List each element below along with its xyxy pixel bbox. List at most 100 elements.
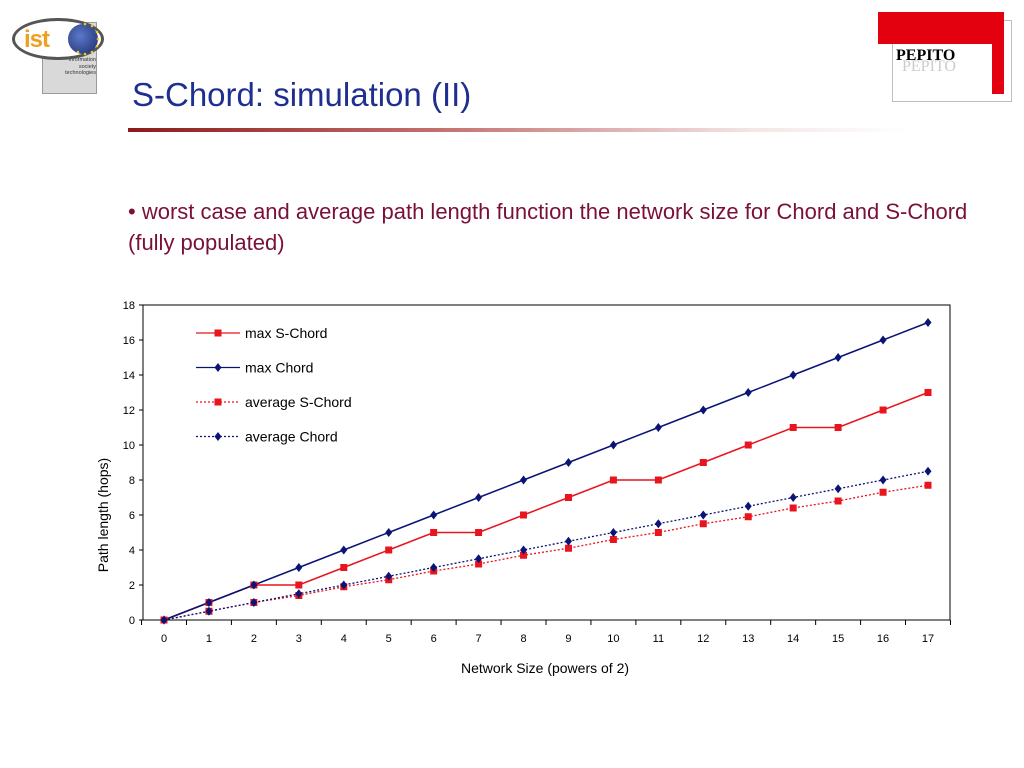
data-point-0 [295,581,303,589]
data-point-3 [160,615,168,625]
data-point-0 [924,389,932,396]
data-point-0 [654,476,662,484]
x-tick-label: 14 [787,633,799,645]
y-tick-label: 18 [123,300,135,312]
data-point-3 [250,598,258,607]
x-tick-label: 12 [697,633,709,645]
data-point-2 [520,551,528,559]
ist-logo-caption: information society technologies [65,57,96,76]
x-tick-label: 11 [653,633,664,645]
legend-label-3: average Chord [245,429,338,445]
pepito-logo-panel [894,46,990,82]
y-tick-label: 2 [129,580,135,592]
data-point-1 [654,423,662,432]
data-point-0 [789,424,797,431]
data-point-3 [699,510,707,520]
legend-marker-1 [214,363,222,372]
data-point-3 [924,466,932,476]
pepito-logo-shadow-text: PEPITO [902,58,956,75]
data-point-1 [834,353,842,362]
data-point-1 [205,598,213,607]
data-point-1 [564,458,572,467]
slide-title: S-Chord: simulation (II) [132,76,472,113]
data-point-2 [654,529,662,536]
legend-marker-3 [214,432,222,441]
globe-icon [68,24,98,54]
data-point-3 [744,501,752,511]
legend-marker-0 [214,329,222,337]
data-point-1 [744,388,752,397]
data-point-1 [879,335,887,345]
x-tick-label: 3 [296,633,302,645]
series-line-2 [163,484,929,621]
x-tick-label: 4 [341,633,347,645]
data-point-3 [564,536,572,546]
x-tick-label: 8 [520,633,526,645]
data-point-3 [834,484,842,494]
data-point-2 [699,520,707,528]
data-point-1 [520,475,528,485]
plot-area [142,304,951,621]
data-point-0 [385,546,393,554]
y-tick-label: 4 [129,545,135,557]
data-point-3 [295,589,303,599]
data-point-1 [699,405,707,415]
x-tick-label: 13 [742,633,754,645]
data-point-0 [564,494,572,501]
series-line-3 [163,470,929,621]
x-tick-label: 16 [877,633,889,645]
x-tick-label: 9 [565,633,571,645]
data-point-0 [340,564,348,571]
legend-label-2: average S-Chord [245,394,352,410]
data-point-3 [430,563,438,572]
x-tick-label: 6 [431,633,437,645]
legend-label-0: max S-Chord [245,325,327,341]
bullet-text: • worst case and average path length fun… [128,199,968,255]
data-point-2 [924,481,932,489]
y-tick-label: 10 [123,440,135,452]
data-point-3 [205,606,213,616]
data-point-3 [520,545,528,555]
stars-icon [76,22,100,56]
series-line-1 [163,321,929,621]
data-point-2 [744,513,752,521]
pepito-logo-red-side [992,12,1004,94]
y-tick-label: 12 [123,405,135,417]
data-point-1 [295,563,303,572]
y-tick-label: 6 [129,510,135,522]
ist-logo: information society technologies ist [12,12,107,94]
data-point-2 [834,497,842,505]
data-point-2 [879,488,887,496]
data-point-0 [520,511,528,519]
x-tick-label: 2 [251,633,257,645]
data-point-3 [789,493,797,502]
ist-logo-word: ist [24,26,50,53]
y-tick-label: 8 [129,475,135,487]
data-point-3 [654,519,662,529]
data-point-1 [924,318,932,327]
pepito-logo-text: PEPITO [896,47,956,64]
y-tick-label: 16 [123,335,135,347]
data-point-2 [564,544,572,552]
x-tick-label: 15 [832,633,844,645]
data-point-1 [475,493,483,502]
data-point-1 [250,580,258,590]
data-point-0 [834,424,842,431]
data-point-2 [609,536,617,543]
data-point-3 [609,528,617,537]
pepito-logo-red-bar [878,12,1004,44]
x-tick-label: 10 [607,633,619,645]
data-point-2 [475,560,483,568]
legend-marker-2 [214,398,222,406]
data-point-1 [385,528,393,537]
data-point-0 [609,476,617,484]
data-point-3 [385,571,393,581]
data-point-3 [340,580,348,590]
data-point-0 [430,529,438,536]
x-tick-label: 7 [476,633,482,645]
y-tick-label: 0 [129,615,135,627]
data-point-0 [744,441,752,449]
x-tick-label: 1 [206,633,212,645]
data-point-0 [699,459,707,466]
